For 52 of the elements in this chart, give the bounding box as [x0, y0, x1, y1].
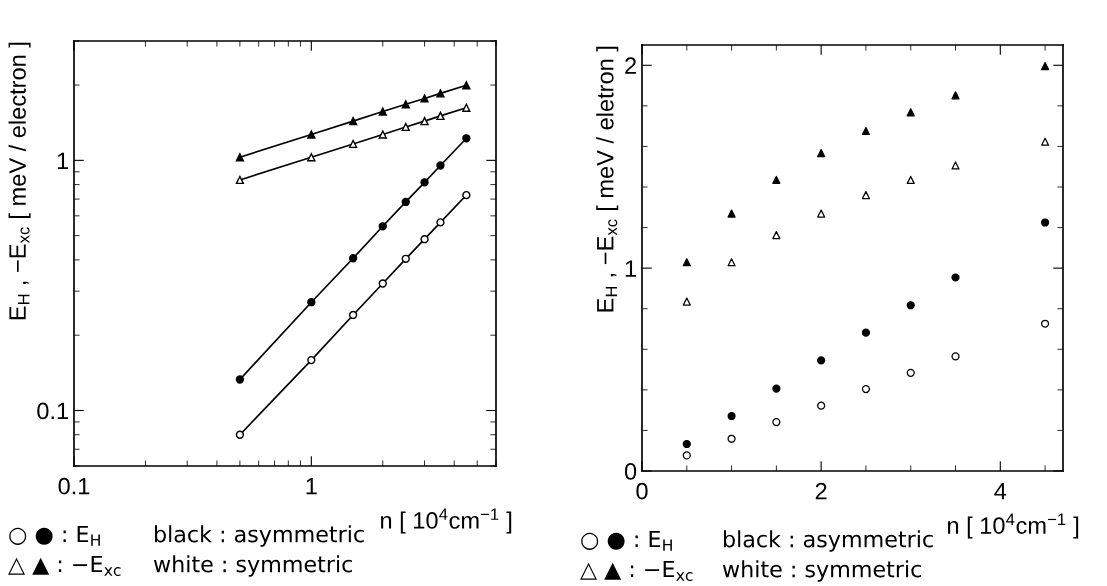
text: white : symmetric [153, 555, 352, 577]
y-tick-label: 1 [625, 260, 636, 277]
point [727, 411, 736, 421]
text: ○ ● : E$_{H}$ [581, 530, 672, 551]
point [951, 273, 960, 282]
x-tick-label: 0.1 [58, 477, 90, 495]
point [772, 230, 781, 240]
point [817, 209, 826, 218]
point [1040, 218, 1050, 227]
y-axis-title: E$_{H}$ , −E$_{xc}$ [ meV / electron ] [8, 42, 31, 320]
point [817, 149, 826, 158]
point [727, 434, 736, 443]
text: ○ ● : E$_{H}$ [9, 525, 100, 546]
point [682, 258, 691, 267]
x-tick-label: 0 [636, 482, 648, 500]
x-axis-title: n [ 10$^{4}$cm$^{−1}$ ] [948, 513, 1079, 539]
point [861, 191, 871, 200]
point [1040, 61, 1050, 71]
point [727, 258, 736, 267]
y-tick-label: 0 [624, 463, 637, 480]
x-tick-label: 1 [306, 477, 317, 495]
point [772, 175, 781, 184]
point [906, 301, 915, 310]
text: black : asymmetric [155, 525, 364, 547]
text: △ ▲ : −E$_{xc}$ [580, 560, 693, 581]
point [951, 91, 960, 100]
y-tick-label: 2 [625, 57, 636, 74]
point [906, 108, 915, 117]
text: △ ▲ : −E$_{xc}$ [8, 555, 121, 576]
y-axis-title: E$_{H}$ , −E$_{xc}$ [ meV / eletron ] [596, 46, 619, 312]
point [1040, 319, 1050, 328]
point [817, 356, 826, 365]
point [727, 209, 736, 218]
x-tick-label: 4 [994, 482, 1007, 500]
text: black : asymmetric [724, 530, 933, 552]
point [951, 161, 960, 170]
point [861, 328, 871, 337]
text: white : symmetric [722, 560, 921, 582]
point [772, 384, 781, 393]
point [682, 451, 691, 460]
point [682, 297, 691, 306]
point [772, 418, 781, 427]
x-tick-label: 2 [815, 482, 827, 500]
point [1040, 137, 1050, 146]
point [906, 175, 915, 184]
point [682, 439, 691, 449]
point [861, 126, 871, 136]
point [861, 384, 871, 394]
point [951, 352, 960, 361]
x-axis-title: n [ 10$^{4}$cm$^{−1}$ ] [381, 508, 512, 534]
point [817, 401, 826, 410]
point [906, 368, 915, 377]
